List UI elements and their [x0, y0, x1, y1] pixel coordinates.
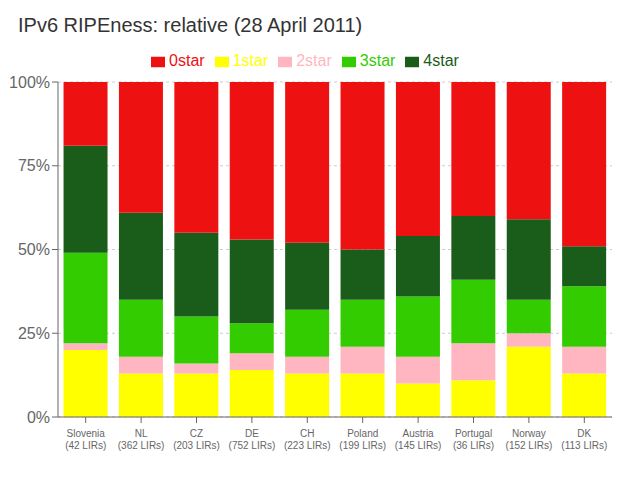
- svg-text:Austria(145 LIRs): Austria(145 LIRs): [395, 428, 442, 451]
- html-text:0star: 0star: [169, 52, 205, 69]
- svg-text:0%: 0%: [27, 409, 50, 426]
- svg-text:Norway(152 LIRs): Norway(152 LIRs): [506, 428, 553, 451]
- svg-text:CH(223 LIRs): CH(223 LIRs): [284, 428, 331, 451]
- svg-text:Slovenia(42 LIRs): Slovenia(42 LIRs): [65, 428, 106, 451]
- svg-text:50%: 50%: [18, 241, 50, 258]
- svg-text:DE(752 LIRs): DE(752 LIRs): [229, 428, 276, 451]
- svg-text:NL(362 LIRs): NL(362 LIRs): [118, 428, 165, 451]
- html-text:1star: 1star: [232, 52, 269, 69]
- svg-text:25%: 25%: [18, 325, 50, 342]
- html-text:2star: 2star: [296, 52, 332, 69]
- html-text:4star: 4star: [423, 52, 459, 69]
- svg-text:Portugal(36 LIRs): Portugal(36 LIRs): [453, 428, 494, 451]
- svg-text:Poland(199 LIRs): Poland(199 LIRs): [339, 428, 386, 451]
- html-text:3star: 3star: [359, 52, 396, 69]
- svg-text:100%: 100%: [9, 74, 50, 91]
- svg-text:75%: 75%: [18, 157, 50, 174]
- svg-text:DK(113 LIRs): DK(113 LIRs): [561, 428, 607, 451]
- html-text:IPv6 RIPEness: relative (28 Ap: IPv6 RIPEness: relative (28 April 2011): [18, 14, 363, 36]
- svg-text:CZ(203 LIRs): CZ(203 LIRs): [173, 428, 220, 451]
